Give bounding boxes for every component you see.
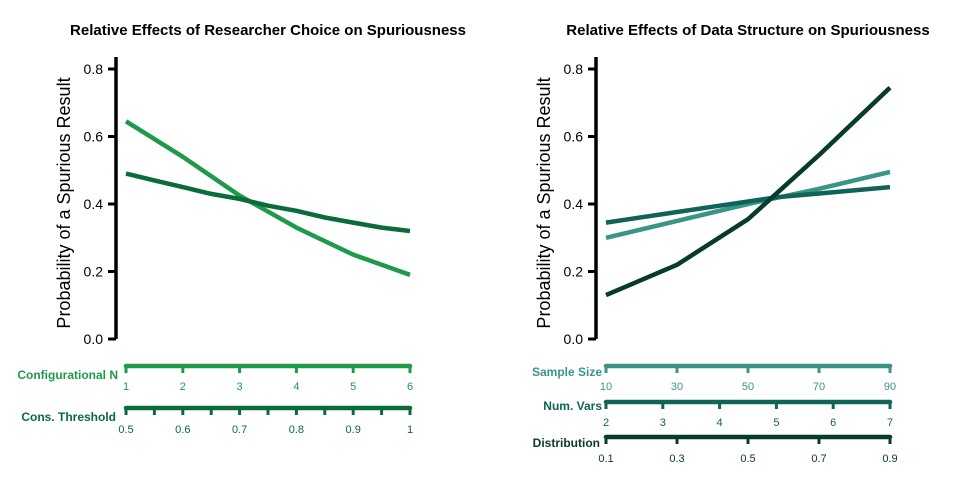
x-tick-label: 30 [671,381,683,393]
x-tick-label: 0.9 [882,453,897,465]
x-tick-label: 10 [600,381,612,393]
x-tick-label: 0.7 [232,424,247,436]
x-tick-label: 5 [350,381,356,393]
panel-researcher-choice: Relative Effects of Researcher Choice on… [17,22,466,436]
x-axis-name: Num. Vars [543,399,602,413]
series-line [605,184,891,225]
x-tick-label: 0.6 [175,424,190,436]
x-tick-label: 4 [717,417,723,429]
x-tick-label: 1 [407,424,413,436]
y-tick-label: 0.0 [84,331,104,347]
x-tick-label: 3 [660,417,666,429]
x-tick-label: 0.8 [289,424,304,436]
series-line [125,171,411,234]
x-tick-label: 90 [884,381,896,393]
x-tick-label: 3 [237,381,243,393]
y-tick-label: 0.6 [564,129,584,145]
x-tick-label: 0.1 [598,453,613,465]
x-tick-label: 70 [813,381,825,393]
series-line [605,85,892,298]
x-tick-label: 50 [742,381,754,393]
x-tick-label: 5 [773,417,779,429]
y-tick-label: 0.2 [84,264,104,280]
x-axis-name: Distribution [533,436,600,450]
x-tick-label: 6 [830,417,836,429]
x-tick-label: 0.9 [346,424,361,436]
y-tick-label: 0.8 [84,61,104,77]
series-line [124,119,411,278]
x-tick-label: 0.3 [669,453,684,465]
x-axis-name: Cons. Threshold [21,410,116,424]
chart-title: Relative Effects of Researcher Choice on… [70,22,466,39]
x-axis-name: Sample Size [532,365,602,379]
x-tick-label: 2 [603,417,609,429]
panel-data-structure: Relative Effects of Data Structure on Sp… [532,22,930,465]
y-tick-label: 0.0 [564,331,584,347]
y-tick-label: 0.4 [84,196,104,212]
y-axis-label: Probability of a Spurious Result [534,77,554,328]
y-tick-label: 0.6 [84,129,104,145]
y-tick-label: 0.4 [564,196,584,212]
x-tick-label: 0.5 [118,424,133,436]
chart-title: Relative Effects of Data Structure on Sp… [566,22,929,39]
x-tick-label: 1 [123,381,129,393]
y-axis-label: Probability of a Spurious Result [54,77,74,328]
x-axis-name: Configurational N [17,368,118,382]
x-tick-label: 0.7 [811,453,826,465]
y-tick-label: 0.8 [564,61,584,77]
x-tick-label: 2 [180,381,186,393]
x-tick-label: 4 [293,381,299,393]
y-tick-label: 0.2 [564,264,584,280]
x-tick-label: 6 [407,381,413,393]
series-line [605,169,891,240]
x-tick-label: 7 [887,417,893,429]
x-tick-label: 0.5 [740,453,755,465]
